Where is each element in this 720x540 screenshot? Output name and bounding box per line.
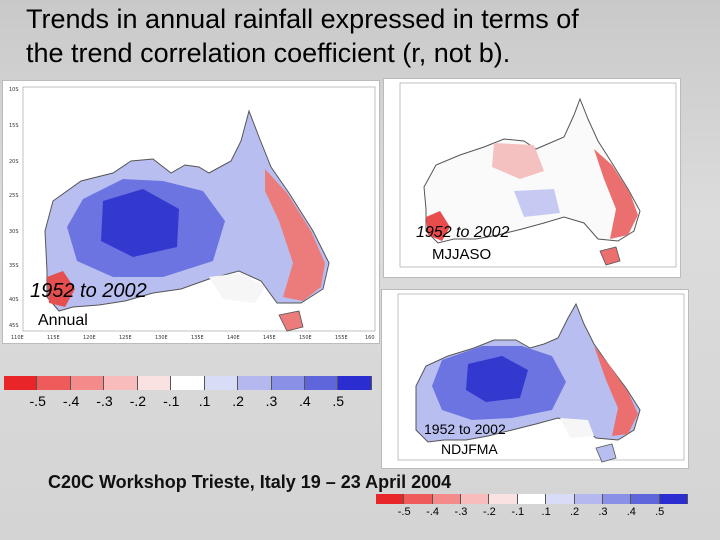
mjjaso-map-panel [383, 78, 681, 278]
lon-label-150e: 150E [299, 335, 312, 341]
mjjaso-season-label: MJJASO [432, 246, 492, 263]
colorbar-swatch [461, 494, 490, 504]
colorbar-swatch [238, 376, 272, 390]
mjjaso-north-drying [492, 143, 544, 179]
colorbar-swatch [204, 376, 239, 390]
colorbar-swatch [70, 376, 105, 390]
colorbar-tick: -.5 [397, 506, 411, 518]
colorbar-tick: -.2 [482, 506, 496, 518]
colorbar-swatch [171, 376, 205, 390]
annual-colorbar [4, 376, 372, 390]
colorbar-swatch [4, 376, 38, 390]
lat-label-40s: 40S [9, 297, 19, 303]
colorbar-tick: .5 [655, 506, 665, 518]
colorbar-tick: -.1 [163, 393, 180, 409]
lat-label-20s: 20S [9, 159, 19, 165]
lon-label-160: 160 [365, 335, 375, 341]
workshop-footer: C20C Workshop Trieste, Italy 19 – 23 Apr… [48, 472, 452, 492]
lon-label-145e: 145E [263, 335, 276, 341]
colorbar-tick: .1 [541, 506, 551, 518]
mjjaso-map [399, 82, 677, 268]
colorbar-tick: -.1 [511, 506, 525, 518]
colorbar-swatch [517, 494, 547, 504]
colorbar-swatch [602, 494, 632, 504]
colorbar-tick: .3 [598, 506, 608, 518]
colorbar-tick: .5 [332, 393, 345, 409]
annual-colorbar-ticks: -.5 -.4 -.3 -.2 -.1 .1 .2 .3 .4 .5 [21, 393, 355, 409]
colorbar-tick: -.4 [62, 393, 80, 409]
lat-label-30s: 30S [9, 229, 19, 235]
ndjfma-wettest-zone [466, 356, 528, 402]
colorbar-swatch [376, 494, 405, 504]
lon-label-120e: 120E [83, 335, 96, 341]
colorbar-tick: .2 [232, 393, 244, 409]
colorbar-tick: -.4 [426, 506, 439, 518]
annual-period-label: 1952 to 2002 [30, 280, 147, 302]
lon-label-135e: 135E [191, 335, 204, 341]
colorbar-swatch [37, 376, 71, 390]
colorbar-tick: .4 [298, 393, 311, 409]
colorbar-tick: .4 [626, 506, 636, 518]
lon-label-140e: 140E [227, 335, 240, 341]
ndjfma-colorbar-ticks: -.5 -.4 -.3 -.2 -.1 .1 .2 .3 .4 .5 [390, 506, 674, 518]
mjjaso-southwest-drying [426, 211, 450, 241]
colorbar-swatch [338, 376, 372, 390]
colorbar-swatch [271, 376, 305, 390]
ndjfma-east-drying [594, 346, 638, 436]
lon-label-155e: 155E [335, 335, 348, 341]
colorbar-tick: -.3 [96, 393, 113, 409]
annual-map [22, 86, 376, 332]
colorbar-tick: .3 [265, 393, 278, 409]
colorbar-swatch [104, 376, 138, 390]
colorbar-swatch [659, 494, 688, 504]
annual-southwest-drying [47, 271, 75, 307]
annual-east-drying [265, 169, 325, 301]
lat-label-45s: 45S [9, 323, 19, 329]
lat-label-35s: 35S [9, 263, 19, 269]
lat-label-25s: 25S [9, 193, 19, 199]
lon-label-125e: 125E [119, 335, 132, 341]
colorbar-swatch [631, 494, 660, 504]
lat-label-10s: 10S [9, 87, 19, 93]
colorbar-swatch [137, 376, 172, 390]
colorbar-tick: -.3 [454, 506, 468, 518]
lon-label-115e: 115E [47, 335, 60, 341]
colorbar-swatch [574, 494, 603, 504]
mjjaso-east-drying [594, 149, 638, 239]
ndjfma-colorbar [376, 494, 688, 504]
mjjaso-period-label: 1952 to 2002 [416, 224, 510, 241]
colorbar-tick: .2 [569, 506, 580, 518]
colorbar-swatch [432, 494, 462, 504]
ndjfma-map-panel [381, 289, 689, 469]
ndjfma-season-label: NDJFMA [441, 441, 498, 457]
lon-label-130e: 130E [155, 335, 168, 341]
annual-southeast-white [209, 273, 265, 303]
colorbar-swatch [546, 494, 575, 504]
mjjaso-tasmania [599, 246, 621, 266]
annual-tasmania [278, 310, 304, 332]
ndjfma-tasmania [595, 443, 617, 463]
title-line-1: Trends in annual rainfall expressed in t… [26, 4, 579, 34]
lon-label-110e: 110E [11, 335, 24, 341]
colorbar-swatch [304, 376, 339, 390]
colorbar-swatch [489, 494, 518, 504]
lat-label-15s: 15S [9, 123, 19, 129]
annual-map-panel: 10S 15S 20S 25S 30S 35S 40S 45S 110E 115… [2, 80, 380, 344]
mjjaso-central-wet [514, 189, 560, 217]
ndjfma-map [397, 293, 685, 463]
ndjfma-southeast-white [560, 418, 594, 438]
colorbar-tick: -.2 [129, 393, 147, 409]
ndjfma-period-label: 1952 to 2002 [424, 421, 506, 437]
colorbar-tick: -.5 [29, 393, 46, 409]
annual-season-label: Annual [38, 312, 88, 329]
title-line-2: the trend correlation coefficient (r, no… [26, 38, 511, 68]
slide-title: Trends in annual rainfall expressed in t… [26, 2, 716, 70]
annual-wettest-zone [101, 189, 179, 257]
colorbar-swatch [404, 494, 433, 504]
colorbar-tick: .1 [198, 393, 211, 409]
